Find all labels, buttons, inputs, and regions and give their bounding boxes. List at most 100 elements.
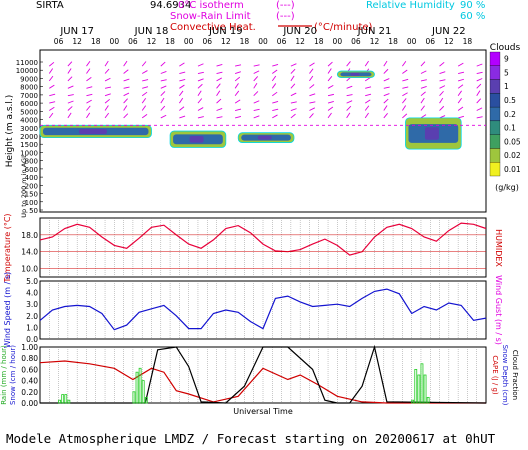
wind-arrow [67, 112, 72, 119]
wind-arrow [67, 106, 73, 111]
wind-arrow [383, 78, 390, 82]
clouds-colorbar-segment [489, 148, 501, 163]
wind-arrow [197, 83, 203, 89]
wind-arrow [458, 115, 465, 119]
wind-arrow [401, 105, 407, 111]
clouds-colorbar-label: 0.01 [504, 165, 521, 174]
cloud-layer-peak [424, 127, 439, 140]
wind-arrow [123, 98, 128, 104]
wind-arrow [364, 60, 369, 67]
wind-arrow [327, 61, 333, 67]
clouds-colorbar-label: 0.05 [504, 137, 521, 146]
wind-tick-label: 5.0 [26, 277, 38, 286]
wind-arrow [365, 93, 372, 97]
hour-tick-label-top: 18 [314, 37, 324, 46]
wind-arrow [458, 78, 465, 82]
wind-arrow [67, 94, 74, 97]
legend-snowrain: Snow-Rain Limit [170, 11, 251, 22]
wind-arrow [234, 90, 240, 96]
wind-arrow [235, 115, 242, 119]
clouds-colorbar-segment [489, 51, 501, 66]
hour-tick-label-top: 18 [165, 37, 175, 46]
universal-time-label: Universal Time [233, 407, 293, 416]
wind-arrow [160, 79, 167, 82]
wind-arrow [290, 101, 297, 104]
hour-tick-label-top: 00 [407, 37, 417, 46]
wind-arrow [420, 79, 427, 82]
day-label-top: JUN 18 [134, 26, 169, 37]
rain-tick-label: 0.80 [21, 354, 38, 363]
wind-arrow [142, 79, 149, 82]
rain-bar [426, 396, 430, 404]
wind-arrow [179, 78, 186, 82]
wind-arrow [457, 62, 464, 67]
height-tick-label: 3000 [20, 125, 38, 133]
height-tick-label: 200 [25, 182, 38, 190]
wind-arrow [123, 105, 128, 111]
wind-arrow [67, 76, 73, 82]
height-tick-label: 50 [29, 207, 38, 215]
wind-arrow [104, 105, 109, 111]
clouds-colorbar-segment [489, 106, 501, 122]
snowdepth-axis-label: Snow Depth (cm) [501, 345, 509, 406]
wind-arrow [439, 71, 446, 74]
legend-convective: Convective Heat. [170, 22, 256, 33]
height-axis-label: Height (m a.s.l.) [5, 95, 15, 168]
wind-arrow [141, 97, 147, 104]
wind-arrow [234, 83, 239, 89]
height-tick-label: 400 [25, 174, 38, 182]
legend-rh-60: 60 % [460, 11, 485, 22]
wind-series-line [39, 288, 487, 331]
forecast-footer: Modele Atmospherique LMDZ / Forecast sta… [6, 431, 496, 446]
wind-arrow [364, 105, 370, 111]
wind-arrow [49, 93, 56, 97]
height-tick-label: 6000 [20, 100, 38, 108]
temperature-tick-label: 14.0 [21, 248, 38, 257]
wind-arrow [457, 90, 462, 96]
wind-arrow [48, 68, 54, 74]
wind-arrow [327, 84, 334, 89]
wind-arrow [235, 64, 242, 67]
wind-arrow [160, 61, 166, 67]
legend-isotherm: 0°C isotherm [178, 0, 244, 11]
legend-convective-sym: (°C/minute) [314, 22, 373, 33]
hour-tick-label-top: 00 [110, 37, 120, 46]
wind-arrow [49, 101, 56, 104]
wind-arrow [216, 64, 223, 67]
wind-arrow [86, 93, 93, 97]
hour-tick-label-top: 06 [202, 37, 212, 46]
wind-arrow [160, 105, 166, 111]
wind-arrow [383, 98, 389, 104]
wind-arrow [309, 113, 314, 119]
wind-arrow [123, 92, 130, 97]
rain-bar [138, 367, 142, 404]
wind-tick-label: 1.0 [26, 323, 38, 332]
rain-tick-label: 0.60 [21, 365, 38, 374]
wind-arrow [309, 101, 316, 104]
panels: 06 12 18 00 06 12 18 00 06 12 18 00 06 12 18 00 06 12 18 00… [0, 26, 521, 416]
wind-arrow [179, 97, 184, 104]
wind-arrow [197, 71, 204, 74]
wind-arrow [365, 86, 372, 89]
wind-arrow [457, 84, 464, 89]
hour-tick-label-top: 06 [425, 37, 435, 46]
rain-bar [144, 396, 148, 404]
wind-arrow [476, 63, 483, 67]
wind-arrow [197, 98, 203, 104]
wind-arrow [216, 71, 223, 74]
wind-arrow [234, 71, 241, 74]
clouds-colorbar-label: 5 [504, 68, 509, 77]
wind-arrow [104, 68, 110, 74]
wind-arrow [327, 101, 334, 104]
rain-series-line [39, 360, 486, 404]
wind-arrow [104, 60, 109, 67]
wind-arrow [458, 71, 465, 74]
wind-arrow [309, 75, 314, 82]
wind-arrow [309, 107, 316, 111]
wind-arrow [67, 100, 74, 104]
wind-arrow [420, 86, 427, 89]
wind-arrow [309, 68, 314, 74]
clouds-colorbar-segment [489, 79, 501, 94]
wind-arrow [216, 83, 221, 89]
wind-arrow [420, 91, 426, 97]
